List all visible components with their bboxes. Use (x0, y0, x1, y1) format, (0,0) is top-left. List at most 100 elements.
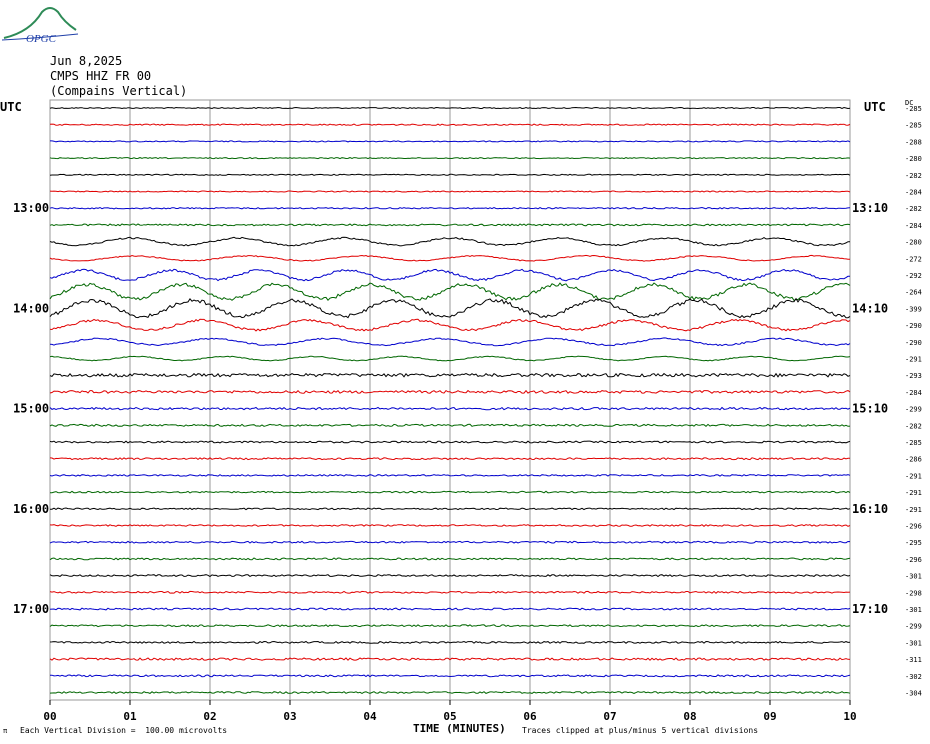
dc-offset-label: -291 (905, 356, 922, 364)
dc-offset-label: -302 (905, 673, 922, 681)
utc-left-label: UTC (0, 100, 22, 114)
seismic-trace (49, 337, 851, 347)
dc-offset-label: -284 (905, 389, 922, 397)
left-time-label: 17:00 (13, 602, 49, 616)
seismic-trace (49, 607, 851, 611)
seismic-trace (49, 423, 851, 427)
utc-right-label: UTC (864, 100, 886, 114)
seismic-trace (49, 254, 850, 262)
seismic-trace (49, 657, 851, 661)
dc-offset-label: -291 (905, 472, 922, 480)
seismic-trace (49, 574, 851, 578)
seismic-trace (49, 457, 850, 461)
seismic-trace (49, 624, 851, 628)
dc-offset-label: -293 (905, 372, 922, 380)
seismic-trace (49, 157, 851, 160)
dc-offset-label: -285 (905, 439, 922, 447)
dc-offset-label: -272 (905, 255, 922, 263)
seismic-trace (49, 106, 851, 110)
clip-note: Traces clipped at plus/minus 5 vertical … (522, 726, 759, 735)
seismic-trace (49, 236, 850, 247)
left-time-label: 14:00 (13, 301, 49, 315)
x-tick-label: 00 (43, 710, 56, 723)
dc-offset-label: -290 (905, 339, 922, 347)
dc-label: DC (905, 99, 914, 107)
dc-offset-label: -285 (905, 105, 922, 113)
seismic-trace (49, 440, 851, 444)
dc-offset-label: -296 (905, 523, 922, 531)
dc-offset-label: -299 (905, 623, 922, 631)
x-tick-label: 06 (523, 710, 537, 723)
dc-offset-label: -285 (905, 122, 922, 130)
seismic-trace (49, 690, 851, 694)
seismic-trace (49, 318, 851, 332)
dc-offset-label: -291 (905, 489, 922, 497)
seismic-trace (49, 557, 851, 561)
dc-offset-label: -292 (905, 272, 922, 280)
x-tick-label: 03 (283, 710, 296, 723)
dc-offset-label: -282 (905, 205, 922, 213)
seismic-trace (49, 640, 851, 644)
seismic-trace (49, 223, 851, 227)
seismic-trace (49, 540, 851, 544)
seismic-trace (49, 355, 851, 362)
x-tick-label: 09 (763, 710, 776, 723)
location-label: (Compains Vertical) (50, 84, 188, 98)
dc-offset-label: -304 (905, 690, 922, 698)
dc-offset-label: -282 (905, 172, 922, 180)
dc-offset-label: -284 (905, 189, 922, 197)
dc-offset-label: -284 (905, 222, 922, 230)
seismic-trace (49, 297, 851, 319)
left-time-label: 13:00 (13, 201, 49, 215)
x-tick-label: 07 (603, 710, 616, 723)
logo-text: OPGC (26, 33, 57, 44)
x-tick-label: 05 (443, 710, 456, 723)
seismic-trace (49, 674, 851, 678)
dc-offset-label: -291 (905, 506, 922, 514)
seismic-trace (49, 389, 851, 394)
dc-offset-label: -301 (905, 606, 922, 614)
dc-offset-label: -399 (905, 305, 922, 313)
dc-offset-label: -296 (905, 556, 922, 564)
dc-offset-label: -301 (905, 639, 922, 647)
right-time-label: 15:10 (852, 402, 888, 416)
dc-offset-label: -301 (905, 573, 922, 581)
dc-offset-label: -299 (905, 406, 922, 414)
right-time-label: 14:10 (852, 301, 888, 315)
seismic-trace (50, 140, 851, 143)
dc-offset-label: -290 (905, 322, 922, 330)
seismic-trace (49, 372, 851, 378)
dc-offset-label: -264 (905, 289, 922, 297)
dc-offset-label: -280 (905, 155, 922, 163)
dc-offset-label: -286 (905, 456, 922, 464)
seismic-trace (50, 507, 851, 511)
footer-mark: π (3, 727, 8, 735)
right-time-label: 16:10 (852, 502, 888, 516)
dc-offset-label: -280 (905, 239, 922, 247)
x-tick-label: 10 (843, 710, 856, 723)
traces (49, 106, 851, 694)
dc-offset-label: -282 (905, 422, 922, 430)
dc-offset-label: -311 (905, 656, 922, 664)
seismic-trace (49, 123, 851, 126)
opgc-logo: OPGC (1, 7, 79, 44)
seismic-trace (49, 524, 851, 527)
dc-offset-label: -295 (905, 539, 922, 547)
axis-labels: 00 01 02 03 04 05 06 07 08 09 10 -285 -285 -288 -280 -2… (13, 105, 922, 723)
seismic-trace (49, 190, 851, 193)
station-label: CMPS HHZ FR 00 (50, 69, 152, 83)
dc-offset-label: -298 (905, 589, 922, 597)
seismic-trace (49, 590, 851, 594)
seismic-trace (49, 268, 850, 282)
x-tick-label: 01 (123, 710, 137, 723)
right-time-label: 17:10 (852, 602, 888, 616)
date-label: Jun 8,2025 (50, 54, 123, 68)
x-tick-label: 08 (683, 710, 696, 723)
left-time-label: 15:00 (13, 402, 49, 416)
right-time-label: 13:10 (852, 201, 888, 215)
seismic-trace (49, 406, 851, 411)
seismic-trace (49, 282, 851, 302)
seismic-trace (49, 474, 851, 477)
x-tick-label: 04 (363, 710, 377, 723)
